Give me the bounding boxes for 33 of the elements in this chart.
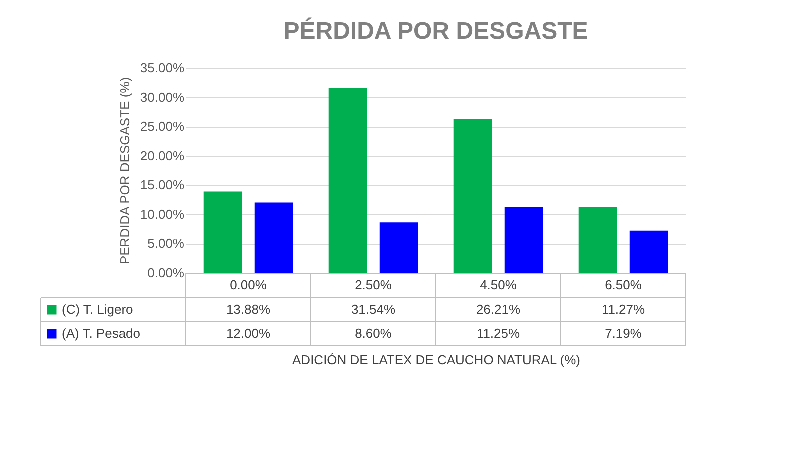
y-tick-label: 10.00% (140, 206, 185, 222)
data-label: 8.60% (355, 326, 392, 341)
legend-label: (A) T. Pesado (62, 326, 141, 341)
y-tick-label: 5.00% (148, 236, 185, 252)
y-tick-label: 20.00% (140, 148, 185, 164)
x-tick-label: 0.00% (230, 278, 268, 292)
x-tick-label: 4.50% (480, 278, 518, 292)
legend-label: (C) T. Ligero (62, 302, 134, 317)
x-axis-title: ADICIÓN DE LATEX DE CAUCHO NATURAL (%) (292, 352, 580, 368)
y-axis-title: PERDIDA POR DESGASTE (%) (117, 77, 132, 265)
data-label: 31.54% (351, 302, 396, 317)
data-label: 12.00% (226, 326, 271, 341)
y-tick-label: 35.00% (140, 60, 185, 76)
data-label: 26.21% (476, 302, 521, 317)
y-tick-label: 30.00% (140, 90, 185, 105)
x-tick-label: 6.50% (605, 278, 642, 292)
bar (254, 202, 294, 273)
data-label: 11.27% (602, 302, 646, 317)
bar (630, 230, 668, 273)
y-tick-label: 0.00% (148, 266, 185, 280)
bar (328, 88, 368, 273)
bar (578, 206, 618, 273)
bar (454, 119, 492, 273)
bar (504, 207, 544, 273)
chart-title: PÉRDIDA POR DESGASTE (284, 17, 588, 45)
bar (380, 222, 418, 273)
y-tick-label: 15.00% (140, 178, 185, 193)
data-label: 13.88% (226, 302, 271, 317)
data-label: 11.25% (476, 326, 520, 341)
data-label: 7.19% (605, 326, 642, 341)
y-tick-label: 25.00% (140, 119, 185, 134)
bar (204, 192, 242, 273)
x-tick-label: 2.50% (355, 278, 392, 292)
